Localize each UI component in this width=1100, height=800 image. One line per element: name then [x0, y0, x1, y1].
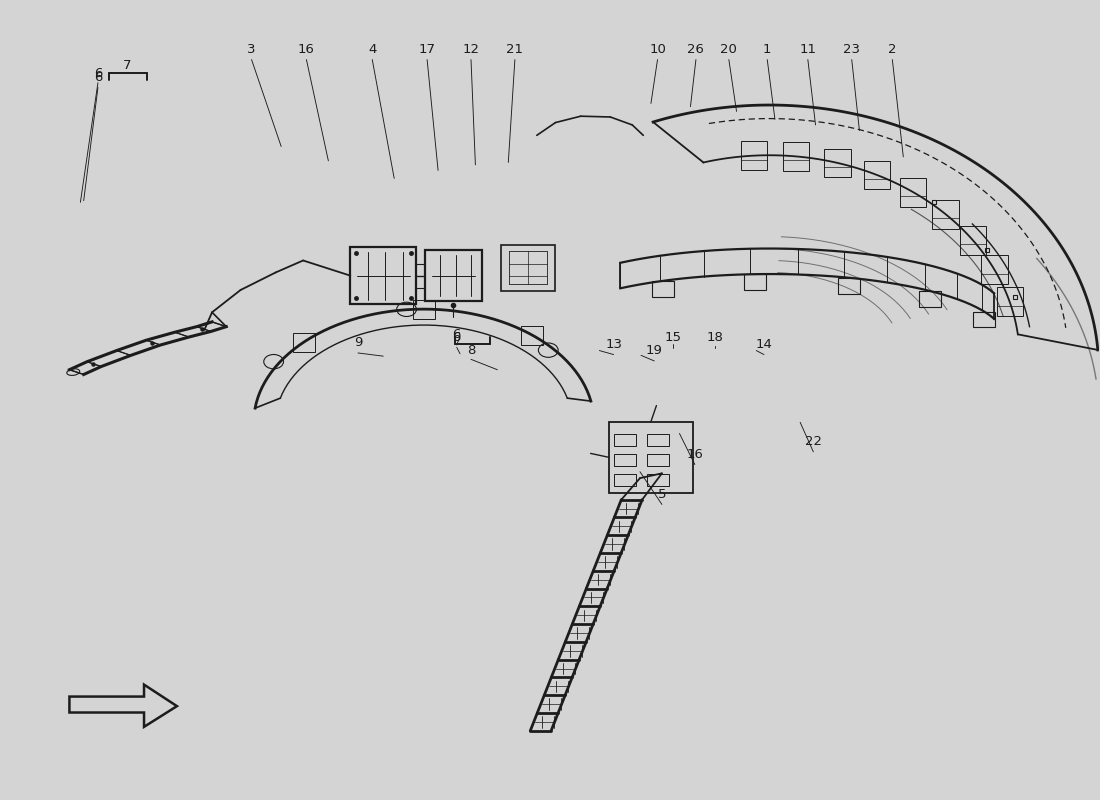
Bar — [864, 161, 890, 190]
Bar — [918, 291, 940, 307]
Bar — [647, 454, 669, 466]
Text: 6: 6 — [94, 66, 102, 80]
Text: 14: 14 — [756, 338, 772, 350]
Text: 16: 16 — [298, 42, 315, 56]
Text: 19: 19 — [646, 344, 662, 357]
Bar — [740, 142, 767, 170]
Text: 6: 6 — [452, 331, 461, 344]
Text: 13: 13 — [605, 338, 623, 350]
Text: 18: 18 — [706, 331, 723, 344]
Text: 15: 15 — [664, 331, 681, 344]
Text: 12: 12 — [462, 42, 480, 56]
Bar — [293, 333, 315, 352]
Bar — [981, 255, 1008, 284]
Text: 6: 6 — [94, 70, 102, 84]
Text: 20: 20 — [720, 42, 737, 56]
Bar — [783, 142, 810, 170]
Text: 6: 6 — [452, 328, 461, 341]
Bar — [647, 474, 669, 486]
Text: 7: 7 — [123, 58, 132, 72]
Bar — [652, 281, 674, 297]
Bar — [824, 149, 850, 178]
Bar — [974, 311, 996, 327]
Text: 4: 4 — [368, 42, 376, 56]
Text: 8: 8 — [466, 344, 475, 357]
Text: 26: 26 — [688, 42, 704, 56]
Text: 3: 3 — [248, 42, 256, 56]
Text: 10: 10 — [649, 42, 666, 56]
Bar — [614, 454, 636, 466]
Bar — [425, 250, 482, 301]
Text: 17: 17 — [419, 42, 436, 56]
Text: 1: 1 — [763, 42, 771, 56]
Bar — [900, 178, 926, 206]
Bar — [614, 434, 636, 446]
Bar — [960, 226, 986, 254]
Bar — [647, 434, 669, 446]
Bar — [521, 326, 543, 345]
Bar — [744, 274, 766, 290]
Text: 5: 5 — [658, 487, 667, 501]
Text: 2: 2 — [888, 42, 896, 56]
Text: 21: 21 — [506, 42, 524, 56]
Text: 23: 23 — [844, 42, 860, 56]
Bar — [350, 247, 416, 304]
Bar — [933, 200, 959, 229]
Bar — [609, 422, 693, 494]
Text: 11: 11 — [800, 42, 816, 56]
Bar — [500, 245, 556, 290]
Bar — [614, 474, 636, 486]
Bar — [997, 287, 1023, 316]
Bar — [838, 278, 860, 294]
Text: 9: 9 — [354, 336, 362, 349]
Bar — [412, 299, 434, 318]
Text: 22: 22 — [805, 435, 822, 448]
Text: 16: 16 — [686, 448, 703, 461]
